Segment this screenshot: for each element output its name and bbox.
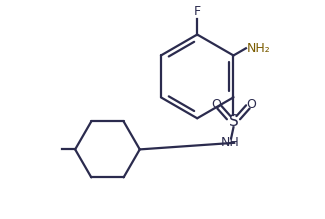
Text: NH: NH [220,136,239,149]
Text: S: S [228,114,238,129]
Text: O: O [246,99,256,111]
Text: NH₂: NH₂ [247,42,271,55]
Text: O: O [211,99,221,111]
Text: F: F [194,5,201,18]
